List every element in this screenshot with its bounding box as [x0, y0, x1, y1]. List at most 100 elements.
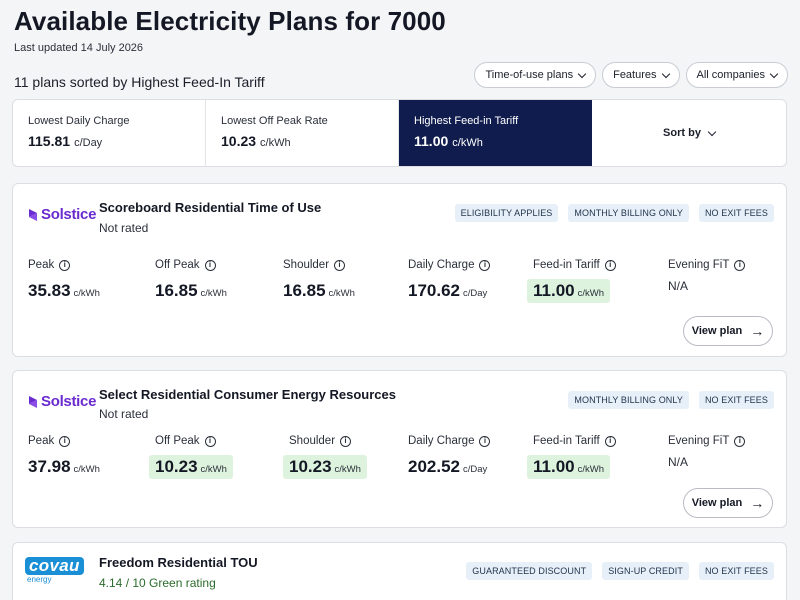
filter-label: All companies — [696, 69, 765, 81]
info-icon[interactable]: i — [340, 435, 352, 447]
badge-no-exit-fees: NO EXIT FEES — [698, 562, 774, 580]
plan-name[interactable]: Freedom Residential TOU — [99, 555, 258, 570]
badge-monthly-billing: MONTHLY BILLING ONLY — [568, 204, 689, 222]
view-plan-button[interactable]: View plan → — [683, 488, 773, 518]
rate-shoulder: Shoulder i 10.23 c/kWh — [283, 435, 367, 479]
rate-label: Off Peak — [155, 435, 200, 447]
rate-unit: c/kWh — [577, 288, 604, 299]
rate-shoulder: Shoulder i 16.85 c/kWh — [283, 259, 355, 303]
rate-value: 170.62 — [408, 281, 460, 300]
rate-unit: c/kWh — [200, 464, 227, 475]
rate-label: Shoulder — [289, 435, 336, 447]
info-icon[interactable]: i — [479, 435, 491, 447]
plan-badges: ELIGIBILITY APPLIES MONTHLY BILLING ONLY… — [454, 204, 774, 222]
info-icon[interactable]: i — [204, 259, 216, 271]
view-plan-button[interactable]: View plan → — [683, 316, 773, 346]
rate-daily-charge: Daily Charge i 202.52 c/Day — [408, 435, 491, 479]
rate-value: N/A — [668, 455, 689, 469]
sort-tab-value: 10.23 — [221, 133, 257, 149]
plan-rating: Not rated — [99, 221, 149, 235]
plan-card: Solstice Scoreboard Residential Time of … — [12, 183, 787, 357]
rate-value: 16.85 — [155, 281, 198, 300]
filter-label: Time-of-use plans — [485, 69, 574, 81]
rate-unit: c/kWh — [73, 288, 100, 299]
sort-tab-label: Lowest Daily Charge — [28, 115, 130, 127]
sort-tab-label: Highest Feed-in Tariff — [414, 115, 519, 127]
sort-tab-highest-feed-in[interactable]: Highest Feed-in Tariff 11.00 c/kWh — [399, 100, 592, 166]
rate-label: Peak — [28, 259, 55, 271]
plan-card: covau energy Freedom Residential TOU 4.1… — [12, 542, 787, 600]
solstice-logo: Solstice — [27, 393, 96, 410]
badge-eligibility: ELIGIBILITY APPLIES — [454, 204, 559, 222]
rate-evening-fit: Evening FiT i N/A — [668, 435, 746, 469]
info-icon[interactable]: i — [59, 259, 71, 271]
rate-label: Daily Charge — [408, 259, 475, 271]
chevron-down-icon — [707, 127, 717, 136]
rate-label: Evening FiT — [668, 259, 730, 271]
rate-unit: c/kWh — [328, 288, 355, 299]
sort-tab-unit: c/kWh — [452, 137, 483, 149]
sort-tab-unit: c/Day — [74, 137, 103, 149]
badge-monthly-billing: MONTHLY BILLING ONLY — [568, 391, 689, 409]
solstice-logo-icon — [29, 395, 37, 408]
rate-feed-in-tariff: Feed-in Tariff i 11.00 c/kWh — [527, 435, 616, 479]
filter-companies[interactable]: All companies — [685, 62, 788, 88]
rate-unit: c/kWh — [73, 464, 100, 475]
plan-badges: GUARANTEED DISCOUNT SIGN-UP CREDIT NO EX… — [466, 562, 774, 580]
last-updated: Last updated 14 July 2026 — [14, 42, 144, 54]
sort-tab-lowest-daily-charge[interactable]: Lowest Daily Charge 115.81 c/Day — [13, 100, 206, 166]
rate-value: 11.00 — [533, 457, 575, 476]
rate-unit: c/Day — [463, 288, 488, 299]
brand-name: covau — [25, 557, 84, 575]
info-icon[interactable]: i — [604, 435, 616, 447]
badge-guaranteed-discount: GUARANTEED DISCOUNT — [466, 562, 593, 580]
sort-tab-value: 115.81 — [28, 133, 71, 149]
chevron-down-icon — [769, 69, 779, 78]
badge-no-exit-fees: NO EXIT FEES — [698, 391, 774, 409]
sort-bar: Lowest Daily Charge 115.81 c/Day Lowest O… — [12, 99, 787, 167]
view-plan-label: View plan — [691, 497, 743, 509]
chevron-down-icon — [577, 69, 587, 78]
rate-value: N/A — [668, 279, 689, 293]
rate-off-peak: Off Peak i 16.85 c/kWh — [155, 259, 227, 303]
rate-value: 10.23 — [289, 457, 332, 476]
filter-features[interactable]: Features — [602, 62, 680, 88]
filter-label: Features — [613, 69, 657, 81]
view-plan-label: View plan — [691, 325, 743, 337]
info-icon[interactable]: i — [604, 259, 616, 271]
rate-evening-fit: Evening FiT i N/A — [668, 259, 746, 293]
sort-tab-unit: c/kWh — [260, 137, 291, 149]
filter-time-of-use[interactable]: Time-of-use plans — [474, 62, 597, 88]
chevron-down-icon — [661, 69, 670, 78]
rate-unit: c/kWh — [577, 464, 604, 475]
rate-value: 11.00 — [533, 281, 575, 300]
rate-value: 16.85 — [283, 281, 326, 300]
rate-label: Off Peak — [155, 259, 200, 271]
solstice-logo-icon — [29, 208, 37, 221]
plan-name[interactable]: Select Residential Consumer Energy Resou… — [99, 387, 396, 402]
info-icon[interactable]: i — [204, 435, 216, 447]
plan-rating: 4.14 / 10 Green rating — [99, 576, 216, 590]
rate-label: Feed-in Tariff — [533, 435, 600, 447]
info-icon[interactable]: i — [59, 435, 71, 447]
covau-logo: covau energy — [25, 557, 84, 584]
rate-value: 35.83 — [28, 281, 71, 300]
info-icon[interactable]: i — [334, 259, 346, 271]
plan-name[interactable]: Scoreboard Residential Time of Use — [99, 200, 322, 215]
rate-label: Feed-in Tariff — [533, 259, 600, 271]
sort-tab-lowest-off-peak[interactable]: Lowest Off Peak Rate 10.23 c/kWh — [206, 100, 399, 166]
rate-unit: c/Day — [463, 464, 488, 475]
arrow-right-icon: → — [750, 323, 765, 339]
solstice-logo: Solstice — [27, 206, 96, 223]
sort-tab-label: Lowest Off Peak Rate — [221, 115, 328, 127]
rate-value: 37.98 — [28, 457, 71, 476]
brand-name: Solstice — [41, 393, 97, 410]
rate-value: 10.23 — [155, 457, 198, 476]
info-icon[interactable]: i — [734, 259, 746, 271]
plan-card: Solstice Select Residential Consumer Ene… — [12, 370, 787, 528]
rate-daily-charge: Daily Charge i 170.62 c/Day — [408, 259, 491, 303]
sort-by-dropdown[interactable]: Sort by — [592, 100, 786, 166]
info-icon[interactable]: i — [479, 259, 491, 271]
plan-count: 11 plans sorted by Highest Feed-In Tarif… — [14, 74, 265, 90]
info-icon[interactable]: i — [734, 435, 746, 447]
